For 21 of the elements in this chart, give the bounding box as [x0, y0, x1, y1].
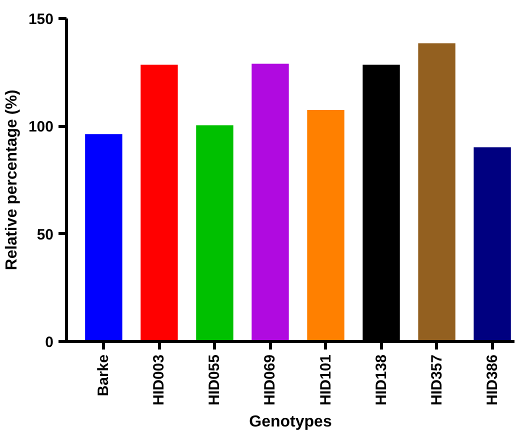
bar [307, 110, 344, 342]
x-tick-label: HID003 [150, 354, 168, 406]
bar [252, 64, 289, 342]
y-tick-label: 150 [28, 11, 54, 28]
x-tick-label: HID357 [428, 354, 446, 406]
y-axis-title: Relative percentage (%) [3, 90, 20, 270]
bar [418, 43, 456, 342]
bar [85, 134, 122, 342]
x-tick-label: HID138 [372, 354, 390, 406]
bar [140, 64, 178, 342]
x-tick-label: HID069 [262, 354, 279, 406]
x-tick-label: Barke [95, 354, 112, 396]
x-tick-label: HID101 [317, 354, 334, 406]
bar [474, 147, 511, 342]
x-tick-label: HID055 [206, 354, 224, 406]
y-tick-label: 100 [28, 118, 54, 136]
x-axis-title: Genotypes [249, 413, 332, 430]
bar [196, 125, 234, 342]
x-tick-label: HID386 [484, 354, 501, 406]
y-tick-label: 50 [36, 226, 54, 244]
y-tick-label: 0 [45, 334, 54, 351]
